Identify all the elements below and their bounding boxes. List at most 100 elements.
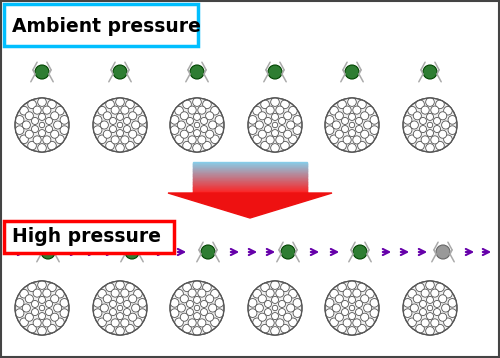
Circle shape	[258, 295, 266, 303]
Circle shape	[288, 135, 298, 144]
Bar	[193, 189, 307, 190]
Circle shape	[116, 98, 124, 106]
Bar	[193, 178, 307, 179]
Circle shape	[116, 313, 123, 320]
Circle shape	[194, 113, 200, 120]
Circle shape	[134, 135, 142, 144]
Circle shape	[278, 117, 285, 125]
Bar	[193, 163, 307, 164]
Circle shape	[192, 144, 202, 152]
Circle shape	[408, 135, 416, 144]
Circle shape	[348, 144, 356, 152]
Circle shape	[248, 299, 257, 307]
Circle shape	[43, 319, 51, 327]
Circle shape	[202, 283, 211, 292]
Circle shape	[210, 106, 220, 115]
Circle shape	[38, 281, 46, 289]
Circle shape	[121, 319, 129, 327]
Circle shape	[280, 100, 289, 108]
Circle shape	[16, 299, 24, 307]
Bar	[193, 179, 307, 180]
Circle shape	[431, 136, 439, 144]
Circle shape	[208, 121, 216, 129]
Bar	[193, 174, 307, 175]
Circle shape	[170, 309, 179, 318]
Bar	[193, 168, 307, 169]
Bar	[193, 169, 307, 170]
Bar	[193, 184, 307, 185]
Circle shape	[210, 289, 220, 298]
Bar	[193, 191, 307, 192]
Circle shape	[206, 295, 214, 303]
Circle shape	[260, 100, 270, 108]
Circle shape	[201, 245, 215, 259]
Circle shape	[370, 116, 378, 124]
Circle shape	[256, 121, 264, 129]
Circle shape	[276, 289, 284, 297]
Circle shape	[332, 304, 340, 312]
Circle shape	[403, 98, 457, 152]
Circle shape	[126, 283, 134, 292]
Circle shape	[94, 309, 102, 318]
Bar	[193, 167, 307, 168]
Circle shape	[56, 289, 64, 298]
Circle shape	[343, 289, 351, 297]
Circle shape	[194, 313, 200, 320]
Circle shape	[252, 318, 262, 326]
Circle shape	[404, 126, 412, 134]
Circle shape	[50, 313, 58, 321]
Circle shape	[370, 126, 378, 134]
Circle shape	[360, 112, 368, 120]
Circle shape	[272, 313, 278, 320]
Circle shape	[20, 318, 28, 326]
Circle shape	[356, 126, 362, 132]
Circle shape	[356, 117, 362, 125]
Circle shape	[448, 299, 456, 307]
Circle shape	[106, 283, 114, 292]
Bar	[193, 173, 307, 174]
Circle shape	[54, 304, 62, 312]
Circle shape	[280, 141, 289, 150]
Bar	[193, 186, 307, 187]
Circle shape	[104, 313, 112, 321]
Circle shape	[421, 136, 429, 144]
Circle shape	[270, 326, 280, 335]
Circle shape	[110, 309, 116, 315]
Circle shape	[421, 106, 429, 114]
Circle shape	[94, 116, 102, 124]
Circle shape	[28, 141, 36, 150]
Circle shape	[202, 100, 211, 108]
Circle shape	[33, 289, 41, 297]
Circle shape	[436, 324, 444, 333]
Circle shape	[50, 130, 58, 138]
Circle shape	[252, 106, 262, 115]
Circle shape	[342, 309, 348, 315]
Circle shape	[104, 130, 112, 138]
Circle shape	[330, 106, 338, 115]
Text: Ambient pressure: Ambient pressure	[12, 16, 201, 35]
Bar	[193, 176, 307, 177]
Circle shape	[293, 309, 302, 318]
Circle shape	[128, 112, 136, 120]
Circle shape	[338, 100, 346, 108]
Circle shape	[248, 116, 257, 124]
Circle shape	[194, 296, 200, 304]
Circle shape	[258, 313, 266, 321]
Circle shape	[94, 299, 102, 307]
Circle shape	[126, 100, 134, 108]
Circle shape	[20, 106, 28, 115]
Circle shape	[16, 126, 24, 134]
Circle shape	[416, 100, 424, 108]
Bar	[193, 169, 307, 170]
Circle shape	[56, 106, 64, 115]
Circle shape	[438, 130, 446, 138]
Circle shape	[186, 309, 194, 315]
Circle shape	[330, 318, 338, 326]
Circle shape	[110, 117, 116, 125]
Bar	[193, 180, 307, 182]
Bar	[193, 185, 307, 187]
Circle shape	[50, 295, 58, 303]
Bar	[193, 188, 307, 189]
Circle shape	[272, 130, 278, 137]
Circle shape	[28, 100, 36, 108]
